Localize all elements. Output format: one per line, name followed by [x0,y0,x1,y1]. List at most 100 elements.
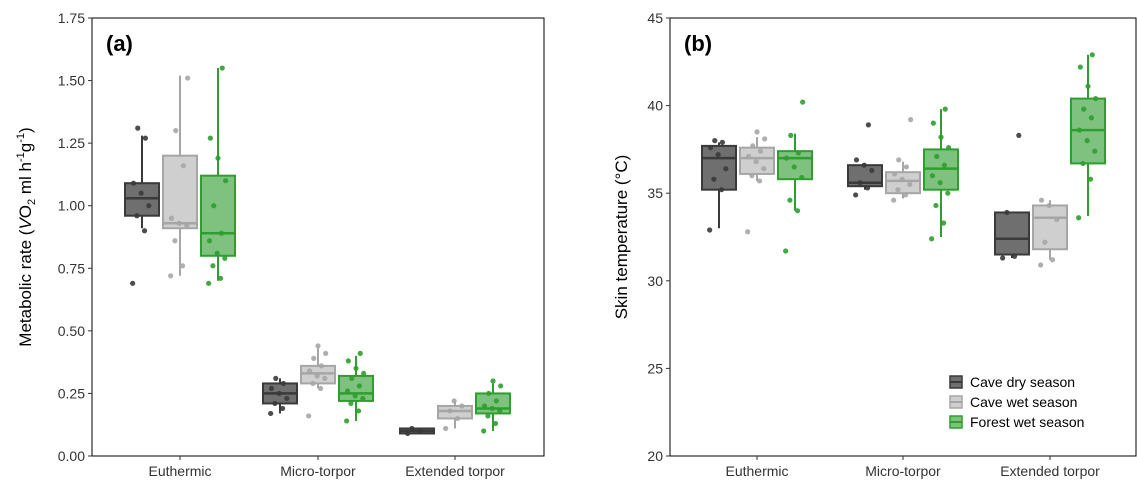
point-a-cave-wet-2-3 [459,403,465,409]
point-b-forest-wet-2-5 [1076,127,1083,133]
box-a-cave-dry-0 [124,182,160,217]
point-a-forest-wet-1-1 [355,408,362,414]
point-b-forest-wet-2-0 [1076,215,1082,221]
legend-label-forest-wet: Forest wet season [970,414,1084,430]
point-b-cave-dry-1-2 [857,180,863,186]
point-a-forest-wet-0-2 [210,263,216,269]
point-a-forest-wet-2-1 [492,420,499,427]
point-b-cave-wet-0-6 [757,148,764,154]
point-b-cave-wet-1-4 [899,176,905,182]
point-a-cave-wet-2-4 [451,398,457,404]
point-a-cave-dry-0-2 [134,213,140,219]
point-b-forest-wet-0-2 [787,197,793,203]
point-b-forest-wet-2-2 [1080,160,1086,167]
legend-item-forest-wet: Forest wet season [949,414,1084,430]
point-b-forest-wet-0-3 [799,174,805,181]
point-b-cave-wet-2-3 [1054,216,1060,223]
point-a-cave-wet-0-1 [179,263,186,269]
point-b-forest-wet-1-8 [946,145,952,151]
legend-item-cave-dry: Cave dry season [949,374,1075,390]
point-a-cave-dry-0-5 [130,180,137,186]
point-b-cave-dry-0-7 [712,138,718,144]
point-a-cave-wet-1-4 [314,373,320,379]
panel-a-metabolic-rate: (a) Metabolic rate (VO2 ml h-1g-1) 0.00 0… [15,10,545,479]
point-b-cave-wet-2-2 [1042,239,1048,245]
point-a-cave-dry-0-3 [146,203,152,209]
point-a-cave-wet-2-1 [454,415,461,422]
point-a-cave-dry-1-1 [279,405,286,412]
point-b-forest-wet-1-9 [938,134,944,140]
point-a-cave-wet-0-3 [184,223,190,229]
point-a-cave-wet-0-4 [176,220,182,226]
point-a-forest-wet-1-0 [344,418,350,424]
point-a-cave-dry-1-0 [268,410,274,417]
point-b-forest-wet-2-10 [1077,64,1083,70]
point-a-cave-wet-1-1 [317,385,324,392]
point-a-forest-wet-1-2 [348,400,354,407]
point-b-cave-dry-1-0 [853,192,859,198]
point-b-forest-wet-0-5 [783,155,790,161]
point-a-cave-wet-1-2 [310,380,316,387]
point-a-forest-wet-0-11 [219,65,225,71]
point-b-forest-wet-2-1 [1087,176,1094,182]
point-b-cave-dry-0-4 [715,152,721,158]
point-b-cave-wet-1-3 [907,181,913,188]
point-a-forest-wet-2-8 [498,383,504,389]
point-b-forest-wet-2-6 [1088,115,1094,121]
point-b-cave-dry-0-3 [723,166,729,172]
point-b-cave-dry-2-0 [1000,255,1006,261]
point-a-cave-wet-1-0 [306,413,312,419]
point-b-cave-wet-0-1 [756,178,763,184]
legend-label-cave-wet: Cave wet season [970,394,1077,410]
legend-label-cave-dry: Cave dry season [970,374,1075,390]
y-tick-label-a-0: 0.00 [58,448,85,464]
point-b-forest-wet-0-1 [794,208,801,214]
point-b-cave-wet-0-5 [745,153,752,160]
box-b-cave-wet-0 [739,146,775,175]
point-b-forest-wet-1-7 [934,153,940,160]
point-b-cave-dry-2-3 [1016,132,1022,138]
x-tick-label-a-2: Extended torpor [405,463,505,479]
point-a-cave-dry-2-2 [409,425,415,432]
box-a-cave-wet-0 [162,154,198,230]
panel-a-y-axis-label: Metabolic rate (VO2 ml h-1g-1) [15,127,38,346]
panel-a-marks: 0.00 0.25 0.50 0.75 1.00 1.25 1.50 1.75 Euthermi… [58,10,511,479]
y-tick-label-b-0: 20 [647,448,663,464]
box-a-forest-wet-0 [200,174,236,257]
point-b-forest-wet-1-6 [941,162,948,168]
point-a-cave-wet-0-8 [185,75,191,81]
y-tick-label-a-1: 0.25 [58,385,85,401]
point-b-cave-dry-0-5 [707,145,714,151]
point-b-forest-wet-0-8 [800,99,806,105]
y-tick-label-a-7: 1.75 [58,10,85,26]
point-b-cave-wet-1-2 [895,187,901,193]
point-b-cave-dry-1-3 [869,167,875,174]
panel-b-label: (b) [684,31,712,56]
point-a-cave-wet-0-0 [168,273,174,279]
panel-a-label: (a) [106,31,133,56]
point-a-cave-dry-0-4 [138,190,144,196]
point-a-forest-wet-0-0 [206,280,212,286]
point-a-forest-wet-2-6 [493,398,499,404]
y-tick-label-a-6: 1.50 [58,73,85,89]
point-a-cave-dry-0-0 [130,280,136,286]
y-tick-label-b-4: 40 [647,98,663,114]
point-b-forest-wet-1-4 [937,180,943,186]
point-b-cave-dry-2-2 [1004,209,1010,216]
point-a-forest-wet-1-11 [357,350,363,356]
point-b-cave-wet-1-0 [891,197,897,203]
point-a-forest-wet-0-5 [206,238,213,244]
point-a-cave-dry-0-6 [142,135,148,141]
point-a-forest-wet-1-3 [360,395,366,402]
point-b-forest-wet-2-7 [1081,106,1087,112]
panel-b-skin-temperature: (b) Skin temperature (°C) 20 25 30 35 40 45 Eu… [612,10,1137,479]
point-a-cave-wet-1-6 [318,363,324,369]
panel-b-marks: 20 25 30 35 40 45 Euthermic Micro-torpor Extende… [647,10,1106,479]
point-a-forest-wet-1-9 [353,365,359,371]
box-b-cave-dry-2 [994,211,1030,256]
point-a-forest-wet-0-3 [222,255,228,261]
point-a-cave-wet-2-0 [443,425,449,432]
point-b-cave-wet-1-8 [908,117,914,123]
point-b-cave-wet-2-1 [1049,257,1056,263]
